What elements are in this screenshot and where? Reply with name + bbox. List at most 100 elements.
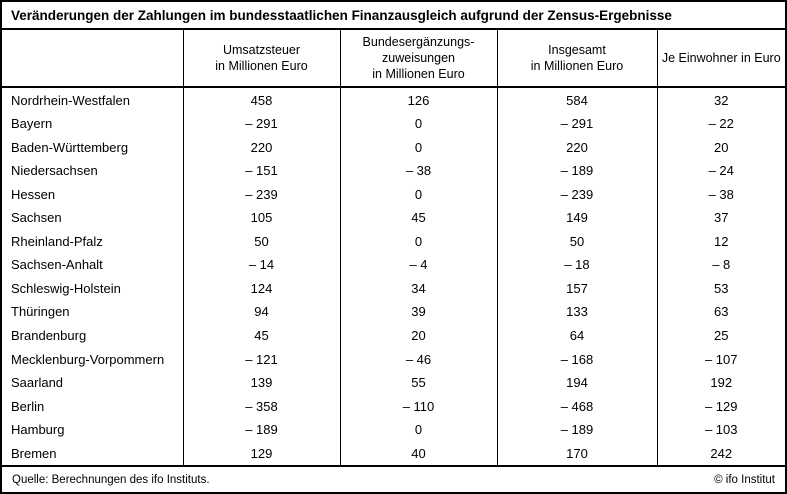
- table-body: Nordrhein-Westfalen 458 126 584 32 Bayer…: [2, 87, 785, 465]
- value-cell: 12: [656, 229, 785, 254]
- state-name: Mecklenburg-Vorpommern: [11, 351, 165, 367]
- value-cell: – 107: [656, 347, 785, 371]
- column-header-bundeserganzungszuweisungen: Bundesergänzungs- zuweisungen in Million…: [339, 30, 497, 88]
- table-row: Rheinland-Pfalz 50 0 50 12: [2, 229, 785, 254]
- value-cell: 129: [182, 441, 340, 465]
- table-row: Bremen 129 40 170 242: [2, 441, 785, 465]
- value-cell: 0: [339, 135, 497, 160]
- value-cell: – 189: [496, 417, 657, 442]
- value-cell: 139: [182, 370, 340, 395]
- value-cell: – 291: [182, 112, 340, 136]
- value-cell: – 46: [339, 347, 497, 371]
- value-cell: – 129: [656, 394, 785, 418]
- table-row: Brandenburg 45 20 64 25: [2, 323, 785, 348]
- column-header-state: [2, 30, 183, 88]
- copyright-note: © ifo Institut: [714, 473, 775, 486]
- value-cell: – 103: [656, 417, 785, 442]
- value-cell: 45: [182, 323, 340, 348]
- value-cell: – 110: [339, 394, 497, 418]
- state-name: Berlin: [11, 398, 45, 414]
- value-cell: – 151: [182, 159, 340, 183]
- value-cell: 0: [339, 417, 497, 442]
- value-cell: 37: [656, 206, 785, 230]
- value-cell: 149: [496, 206, 657, 230]
- header-row: Umsatzsteuer in Millionen Euro Bundeserg…: [2, 30, 785, 88]
- state-name: Rheinland-Pfalz: [11, 233, 103, 249]
- source-note: Quelle: Berechnungen des ifo Instituts.: [12, 473, 210, 486]
- value-cell: – 38: [339, 159, 497, 183]
- state-name: Schleswig-Holstein: [11, 280, 121, 296]
- value-cell: 170: [496, 441, 657, 465]
- value-cell: 220: [182, 135, 340, 160]
- value-cell: 124: [182, 276, 340, 301]
- value-cell: 242: [656, 441, 785, 465]
- value-cell: – 38: [656, 182, 785, 207]
- column-header-je-einwohner: Je Einwohner in Euro: [656, 30, 785, 88]
- value-cell: 25: [656, 323, 785, 348]
- table-row: Saarland 139 55 194 192: [2, 370, 785, 395]
- state-name: Sachsen: [11, 210, 62, 226]
- value-cell: 20: [656, 135, 785, 160]
- value-cell: 45: [339, 206, 497, 230]
- state-name: Niedersachsen: [11, 163, 98, 179]
- value-cell: 32: [656, 87, 785, 113]
- value-cell: 20: [339, 323, 497, 348]
- value-cell: 53: [656, 276, 785, 301]
- state-name: Bremen: [11, 445, 57, 461]
- table-row: Sachsen-Anhalt – 14 – 4 – 18 – 8: [2, 253, 785, 277]
- state-name: Saarland: [11, 375, 64, 391]
- state-name: Bayern: [11, 116, 53, 132]
- value-cell: 0: [339, 182, 497, 207]
- value-cell: 133: [496, 300, 657, 324]
- value-cell: – 24: [656, 159, 785, 183]
- state-name: Nordrhein-Westfalen: [11, 92, 130, 108]
- value-cell: 63: [656, 300, 785, 324]
- value-cell: 50: [496, 229, 657, 254]
- figure-title: Veränderungen der Zahlungen im bundessta…: [2, 2, 785, 30]
- state-name: Brandenburg: [11, 327, 87, 343]
- state-name: Thüringen: [11, 304, 70, 320]
- table-row: Mecklenburg-Vorpommern – 121 – 46 – 168 …: [2, 347, 785, 371]
- value-cell: 39: [339, 300, 497, 324]
- value-cell: – 239: [182, 182, 340, 207]
- value-cell: 0: [339, 229, 497, 254]
- value-cell: 34: [339, 276, 497, 301]
- value-cell: 0: [339, 112, 497, 136]
- value-cell: – 468: [496, 394, 657, 418]
- value-cell: 194: [496, 370, 657, 395]
- value-cell: – 14: [182, 253, 340, 277]
- value-cell: – 4: [339, 253, 497, 277]
- value-cell: – 8: [656, 253, 785, 277]
- value-cell: 192: [656, 370, 785, 395]
- table-row: Schleswig-Holstein 124 34 157 53: [2, 276, 785, 301]
- table-row: Niedersachsen – 151 – 38 – 189 – 24: [2, 159, 785, 183]
- data-table: Umsatzsteuer in Millionen Euro Bundeserg…: [2, 30, 785, 465]
- value-cell: 157: [496, 276, 657, 301]
- table-row: Thüringen 94 39 133 63: [2, 300, 785, 324]
- figure-footer: Quelle: Berechnungen des ifo Instituts. …: [2, 465, 785, 492]
- value-cell: – 189: [496, 159, 657, 183]
- value-cell: 126: [339, 87, 497, 113]
- value-cell: 584: [496, 87, 657, 113]
- value-cell: – 121: [182, 347, 340, 371]
- column-header-umsatzsteuer: Umsatzsteuer in Millionen Euro: [182, 30, 340, 88]
- value-cell: – 358: [182, 394, 340, 418]
- value-cell: – 18: [496, 253, 657, 277]
- value-cell: – 22: [656, 112, 785, 136]
- table-row: Hessen – 239 0 – 239 – 38: [2, 182, 785, 207]
- table-row: Bayern – 291 0 – 291 – 22: [2, 112, 785, 136]
- state-name: Hessen: [11, 186, 56, 202]
- value-cell: 220: [496, 135, 657, 160]
- state-name: Hamburg: [11, 422, 65, 438]
- value-cell: – 291: [496, 112, 657, 136]
- table-row: Hamburg – 189 0 – 189 – 103: [2, 417, 785, 442]
- value-cell: – 189: [182, 417, 340, 442]
- value-cell: – 168: [496, 347, 657, 371]
- state-name: Sachsen-Anhalt: [11, 257, 103, 273]
- table-row: Berlin – 358 – 110 – 468 – 129: [2, 394, 785, 418]
- value-cell: 64: [496, 323, 657, 348]
- value-cell: 50: [182, 229, 340, 254]
- value-cell: 105: [182, 206, 340, 230]
- table-row: Sachsen 105 45 149 37: [2, 206, 785, 230]
